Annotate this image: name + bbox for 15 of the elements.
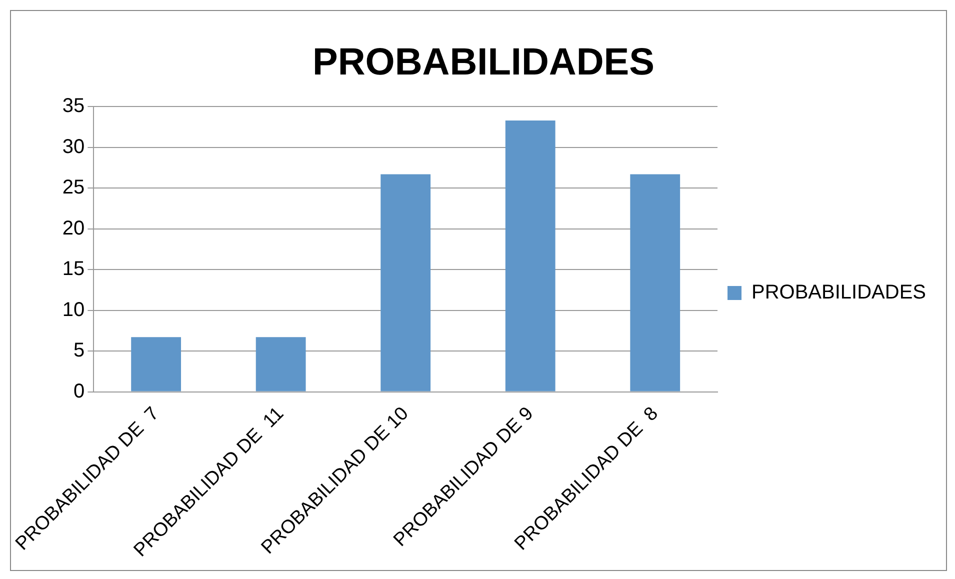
bar — [380, 174, 431, 392]
bar — [505, 120, 556, 392]
bar — [256, 337, 306, 392]
y-tick-label: 30 — [62, 136, 85, 158]
y-tick-label: 0 — [74, 380, 85, 402]
y-tick-label: 10 — [62, 298, 85, 321]
y-tick-label: 20 — [62, 217, 85, 240]
chart-title: PROBABILIDADES — [312, 41, 655, 84]
y-tick-label: 35 — [62, 95, 85, 118]
y-tick-label: 25 — [62, 176, 85, 199]
y-tick-label: 5 — [74, 340, 85, 362]
y-tick-label: 15 — [62, 258, 85, 280]
bar — [131, 337, 182, 392]
bar — [630, 174, 680, 392]
legend-label: PROBABILIDADES — [752, 282, 926, 304]
